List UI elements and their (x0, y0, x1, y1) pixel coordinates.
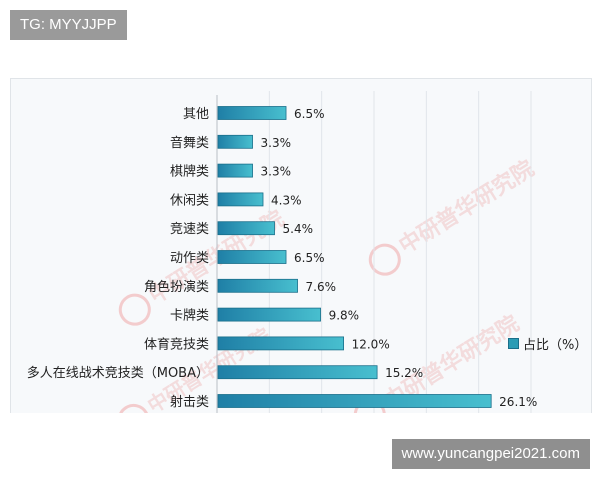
category-label: 卡牌类 (170, 308, 209, 324)
value-label: 5.4% (283, 222, 314, 236)
value-label: 4.3% (271, 193, 302, 207)
category-label: 体育竞技类 (144, 336, 209, 352)
category-label: 角色扮演类 (144, 279, 209, 295)
value-label: 26.1% (499, 395, 537, 409)
bar (217, 106, 287, 120)
value-label: 3.3% (261, 136, 292, 150)
bar (217, 307, 321, 322)
category-label: 其他 (183, 107, 209, 122)
value-label: 3.3% (261, 165, 292, 179)
value-label: 6.5% (294, 107, 325, 121)
bar (217, 250, 287, 264)
category-label: 休闲类 (170, 193, 209, 208)
bar (217, 163, 253, 178)
header-tag: TG: MYYJJPP (10, 10, 127, 40)
category-label: 音舞类 (170, 135, 209, 151)
legend-label: 占比（%） (523, 337, 588, 353)
bar-chart: 其他 6.5% 音舞类 3.3% 棋牌类 3.3% 休闲类 4.3% 竞速类 5.4% 动作类 6.5… (27, 91, 537, 413)
value-label: 6.5% (294, 251, 325, 265)
category-label: 射击类 (170, 394, 209, 410)
value-label: 9.8% (329, 309, 360, 323)
chart-legend: 占比（%） (508, 334, 588, 353)
bar (217, 365, 378, 380)
value-label: 7.6% (306, 280, 337, 294)
value-label: 12.0% (352, 337, 390, 351)
category-label: 多人在线战术竞技类（MOBA） (27, 365, 209, 381)
chart-frame: 中研普华研究院 中研普华研究院 中研普华研究院 中研普华研究院 其他6.5%音舞… (10, 78, 592, 413)
bar (217, 394, 492, 408)
bar (217, 221, 275, 236)
category-label: 动作类 (170, 251, 209, 266)
bar (217, 192, 264, 207)
bar (217, 134, 253, 149)
category-label: 竞速类 (170, 221, 209, 237)
legend-swatch (508, 337, 519, 349)
category-label: 棋牌类 (170, 164, 209, 180)
value-label: 15.2% (385, 366, 423, 380)
bar (217, 336, 344, 351)
bar (217, 278, 298, 293)
footer-site-label: www.yuncangpei2021.com (391, 439, 590, 469)
